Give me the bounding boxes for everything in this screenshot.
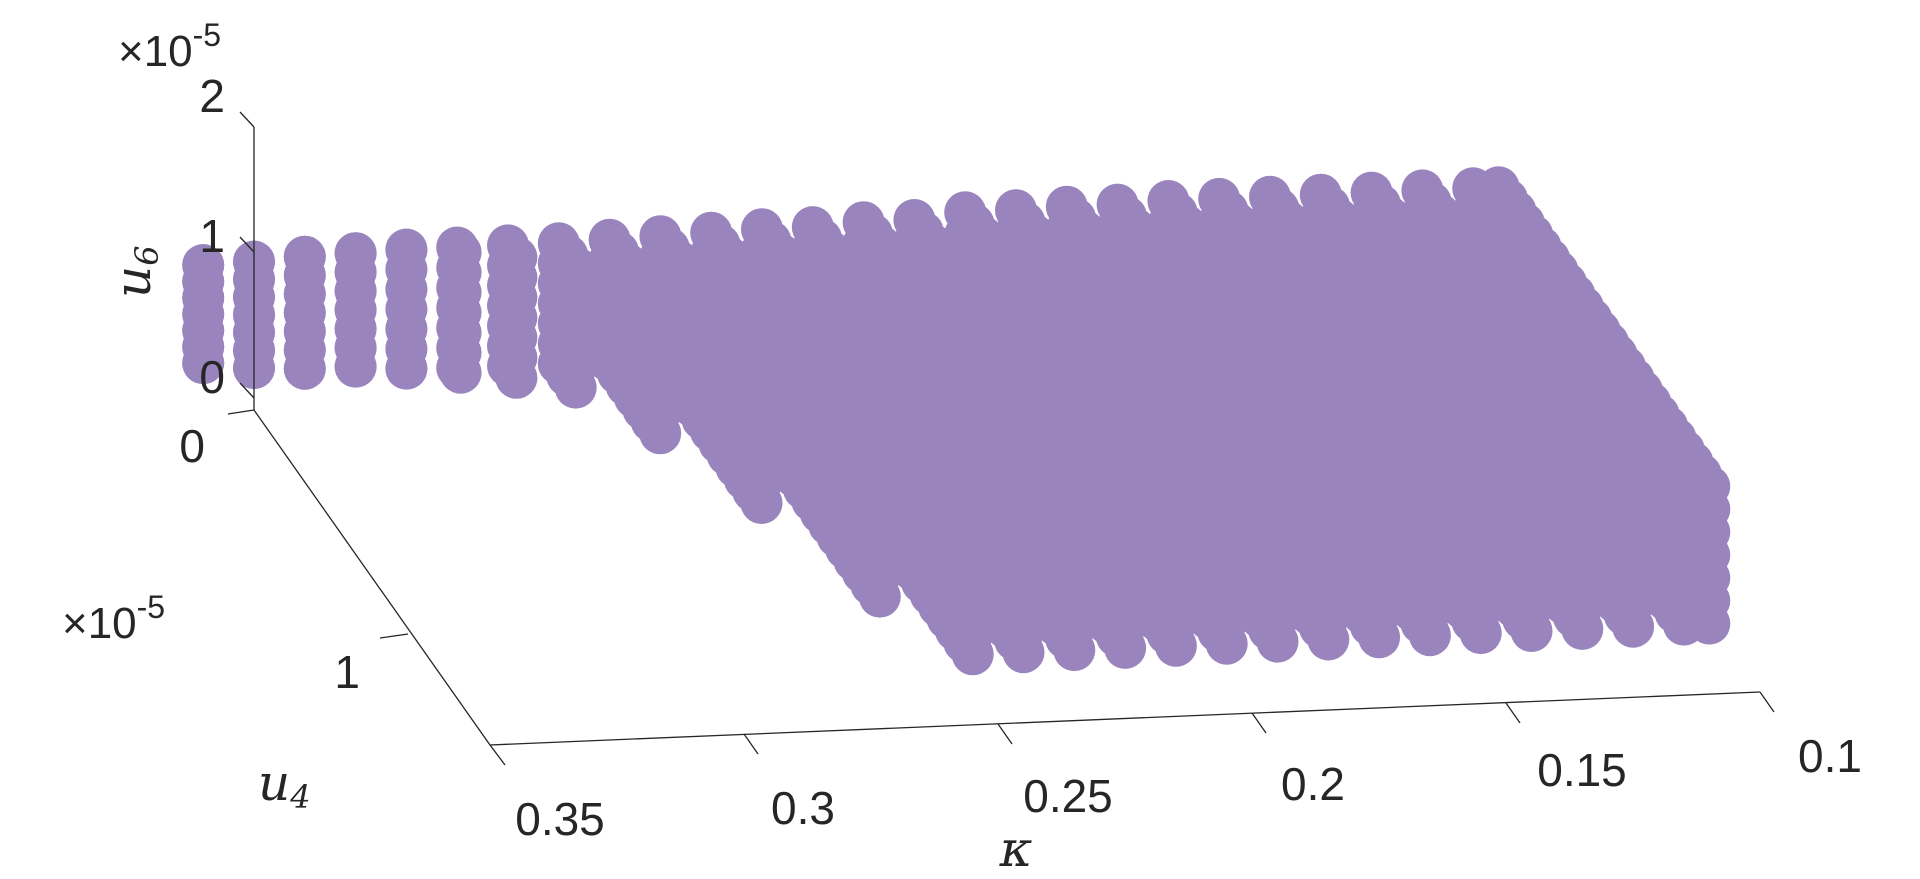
z-tick-2 (239, 111, 255, 128)
x-tick-010 (1759, 691, 1775, 713)
x-tick-035 (489, 744, 506, 766)
z-multiplier: ×10-5 (118, 17, 221, 76)
x-tick-label-015: 0.15 (1537, 744, 1627, 796)
z-tick-1 (239, 236, 255, 253)
x-tick-label-025: 0.25 (1023, 770, 1113, 822)
data-point (436, 226, 479, 269)
y-axis-label: u4 (258, 754, 311, 816)
x-tick-025 (997, 723, 1013, 745)
data-point (588, 218, 631, 261)
data-point (1401, 169, 1444, 212)
data-point (1045, 185, 1088, 228)
data-point (995, 189, 1037, 232)
z-tick-label-1: 1 (199, 210, 225, 262)
data-point (182, 244, 225, 287)
data-point (385, 228, 428, 271)
z-tick-label-0: 0 (199, 351, 225, 403)
data-point (487, 224, 529, 267)
x-tick-030 (743, 733, 759, 755)
y-tick-1 (379, 633, 409, 639)
y-multiplier: ×10-5 (62, 589, 165, 648)
z-axis-label: u6 (104, 245, 166, 298)
data-point (283, 235, 326, 278)
x-tick-label-030: 0.3 (771, 782, 835, 834)
x-tick-label-020: 0.2 (1281, 758, 1345, 810)
data-point (690, 211, 733, 254)
data-point (1350, 171, 1393, 214)
x-axis-line (489, 691, 1761, 746)
x-tick-label-035: 0.35 (515, 793, 605, 845)
data-point (842, 201, 885, 244)
data-point (944, 191, 987, 234)
data-point (1477, 166, 1520, 209)
y-tick-0 (227, 409, 255, 415)
x-tick-020 (1251, 712, 1267, 734)
data-point (1249, 175, 1291, 218)
data-point (1096, 183, 1139, 226)
data-point (537, 222, 580, 265)
data-points (182, 166, 1731, 676)
data-point (741, 208, 783, 251)
y-axis-line (253, 409, 491, 746)
data-point (334, 232, 377, 275)
x-tick-015 (1505, 702, 1521, 724)
data-point (893, 199, 936, 241)
z-tick-0 (239, 382, 255, 399)
data-point (1299, 173, 1342, 216)
data-point (1198, 177, 1241, 220)
y-tick-label-1: 1 (334, 646, 360, 698)
data-point (639, 215, 682, 258)
x-axis-label: κ (999, 820, 1033, 878)
data-point (791, 206, 834, 249)
y-tick-label-0: 0 (179, 420, 205, 472)
x-tick-label-010: 0.1 (1798, 730, 1862, 782)
data-point (1147, 180, 1190, 222)
z-tick-label-2: 2 (199, 70, 225, 122)
